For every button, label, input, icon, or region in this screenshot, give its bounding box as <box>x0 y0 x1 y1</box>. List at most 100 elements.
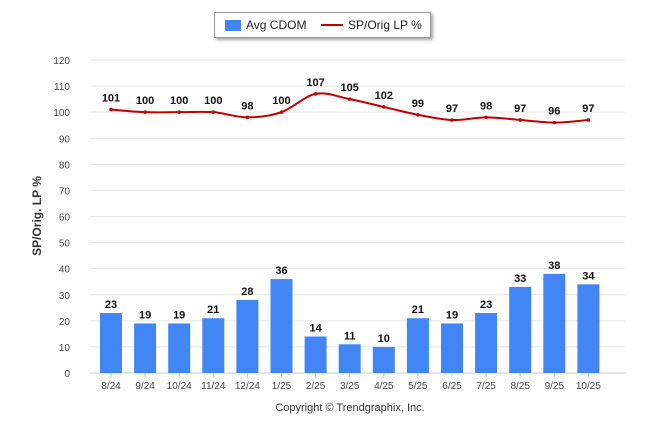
y-tick-label: 10 <box>59 343 71 354</box>
x-tick-label: 12/24 <box>235 381 260 392</box>
x-tick-label: 8/24 <box>101 381 121 392</box>
line-data-label: 97 <box>582 103 594 115</box>
bar-data-label: 36 <box>275 265 287 277</box>
line-point[interactable] <box>211 110 216 114</box>
y-tick-label: 110 <box>54 82 70 93</box>
x-tick-label: 7/25 <box>476 381 496 392</box>
bar-avg-cdom-6-25[interactable] <box>441 323 463 373</box>
x-axis: 8/24 9/24 10/24 11/24 12/24 1/25 2/25 3/25 4/25 5… <box>101 373 601 392</box>
y-tick-label: 100 <box>53 108 70 119</box>
x-tick-label: 1/25 <box>272 381 292 392</box>
x-tick-label: 3/25 <box>340 381 360 392</box>
bar-avg-cdom-10-25[interactable] <box>577 284 600 373</box>
legend-item-sp-orig-lp[interactable]: SP/Orig LP % <box>321 13 422 37</box>
y-axis: 0 10 20 30 40 50 60 70 80 90 100 110 120 <box>53 56 70 380</box>
bar-data-label: 19 <box>139 309 151 321</box>
legend-label: SP/Orig LP % <box>348 18 422 32</box>
x-tick-label: 10/24 <box>167 381 192 392</box>
bar-avg-cdom-7-25[interactable] <box>475 313 498 373</box>
line-data-label: 107 <box>306 77 324 89</box>
y-tick-label: 90 <box>59 134 71 145</box>
bar-data-label: 21 <box>207 304 219 316</box>
x-tick-label: 8/25 <box>510 381 530 392</box>
y-tick-label: 30 <box>59 291 71 302</box>
line-data-label: 100 <box>272 95 290 107</box>
y-tick-label: 120 <box>53 56 70 67</box>
line-point[interactable] <box>450 118 454 122</box>
line-data-label: 102 <box>375 90 393 102</box>
y-tick-label: 80 <box>59 160 71 171</box>
line-data-label: 97 <box>446 103 458 115</box>
line-point[interactable] <box>347 97 352 101</box>
bar-avg-cdom-11-24[interactable] <box>202 318 225 373</box>
y-tick-label: 60 <box>59 213 71 224</box>
bar-avg-cdom-4-25[interactable] <box>372 346 395 373</box>
bar-data-label: 28 <box>241 286 253 298</box>
bar-data-label: 34 <box>582 270 595 282</box>
bar-avg-cdom-9-25[interactable] <box>543 273 566 373</box>
x-tick-label: 6/25 <box>442 381 462 392</box>
bar-avg-cdom-3-25[interactable] <box>338 344 361 373</box>
bar-data-label: 23 <box>105 299 117 311</box>
legend: Avg CDOM SP/Orig LP % <box>214 12 431 38</box>
y-tick-label: 40 <box>59 265 71 276</box>
bar-series <box>100 273 600 373</box>
legend-swatch-bar <box>225 19 241 31</box>
bar-data-label: 10 <box>378 333 390 345</box>
x-tick-label: 9/24 <box>135 381 155 392</box>
bar-data-label: 23 <box>480 299 492 311</box>
legend-item-avg-cdom[interactable]: Avg CDOM <box>225 13 306 37</box>
line-point[interactable] <box>313 92 318 96</box>
y-tick-label: 0 <box>64 369 70 380</box>
legend-swatch-line <box>321 24 343 26</box>
line-point[interactable] <box>416 112 420 117</box>
y-tick-label: 70 <box>59 186 71 197</box>
bar-avg-cdom-8-24[interactable] <box>100 313 122 373</box>
line-data-label: 98 <box>480 100 492 112</box>
line-data-label: 98 <box>241 100 253 112</box>
line-data-label: 100 <box>170 95 188 107</box>
bar-avg-cdom-8-25[interactable] <box>509 286 532 373</box>
line-point[interactable] <box>245 115 250 120</box>
line-point[interactable] <box>109 107 113 112</box>
bar-avg-cdom-5-25[interactable] <box>406 318 429 373</box>
copyright-credit: Copyright © Trendgraphix, Inc. <box>275 402 425 414</box>
x-tick-label: 5/25 <box>408 381 428 392</box>
x-tick-label: 4/25 <box>374 381 394 392</box>
line-point[interactable] <box>484 115 488 120</box>
bar-data-label: 11 <box>344 330 356 342</box>
legend-label: Avg CDOM <box>246 18 307 32</box>
x-tick-label: 9/25 <box>545 381 565 392</box>
line-series <box>109 92 591 125</box>
x-tick-label: 2/25 <box>306 381 326 392</box>
bar-avg-cdom-1-25[interactable] <box>270 279 293 373</box>
x-tick-label: 11/24 <box>201 381 226 392</box>
line-data-label: 96 <box>548 106 560 118</box>
bar-data-label: 19 <box>446 309 458 321</box>
y-tick-label: 50 <box>59 239 71 250</box>
bar-avg-cdom-10-24[interactable] <box>168 323 191 373</box>
line-point[interactable] <box>279 110 284 114</box>
line-point[interactable] <box>552 120 557 125</box>
line-point[interactable] <box>177 110 181 114</box>
data-labels: 23 19 19 21 28 36 14 11 10 21 19 23 33 38 34 101 100 100 1… <box>102 77 596 345</box>
bar-avg-cdom-12-24[interactable] <box>236 299 259 373</box>
bar-avg-cdom-2-25[interactable] <box>304 336 327 373</box>
bar-avg-cdom-9-24[interactable] <box>134 323 157 373</box>
bar-data-label: 38 <box>548 260 560 272</box>
bar-data-label: 33 <box>514 273 526 285</box>
y-tick-label: 20 <box>59 317 71 328</box>
line-data-label: 100 <box>204 95 222 107</box>
line-point[interactable] <box>518 118 522 122</box>
line-point[interactable] <box>382 105 386 109</box>
line-data-label: 101 <box>102 93 120 105</box>
line-data-label: 97 <box>514 103 526 115</box>
line-data-label: 100 <box>136 95 154 107</box>
line-data-label: 105 <box>341 82 359 94</box>
bar-data-label: 21 <box>412 304 424 316</box>
y-axis-title: SP/Orig. LP % <box>30 176 44 256</box>
line-point[interactable] <box>586 118 591 122</box>
line-point[interactable] <box>143 110 147 114</box>
line-data-label: 99 <box>412 98 424 110</box>
